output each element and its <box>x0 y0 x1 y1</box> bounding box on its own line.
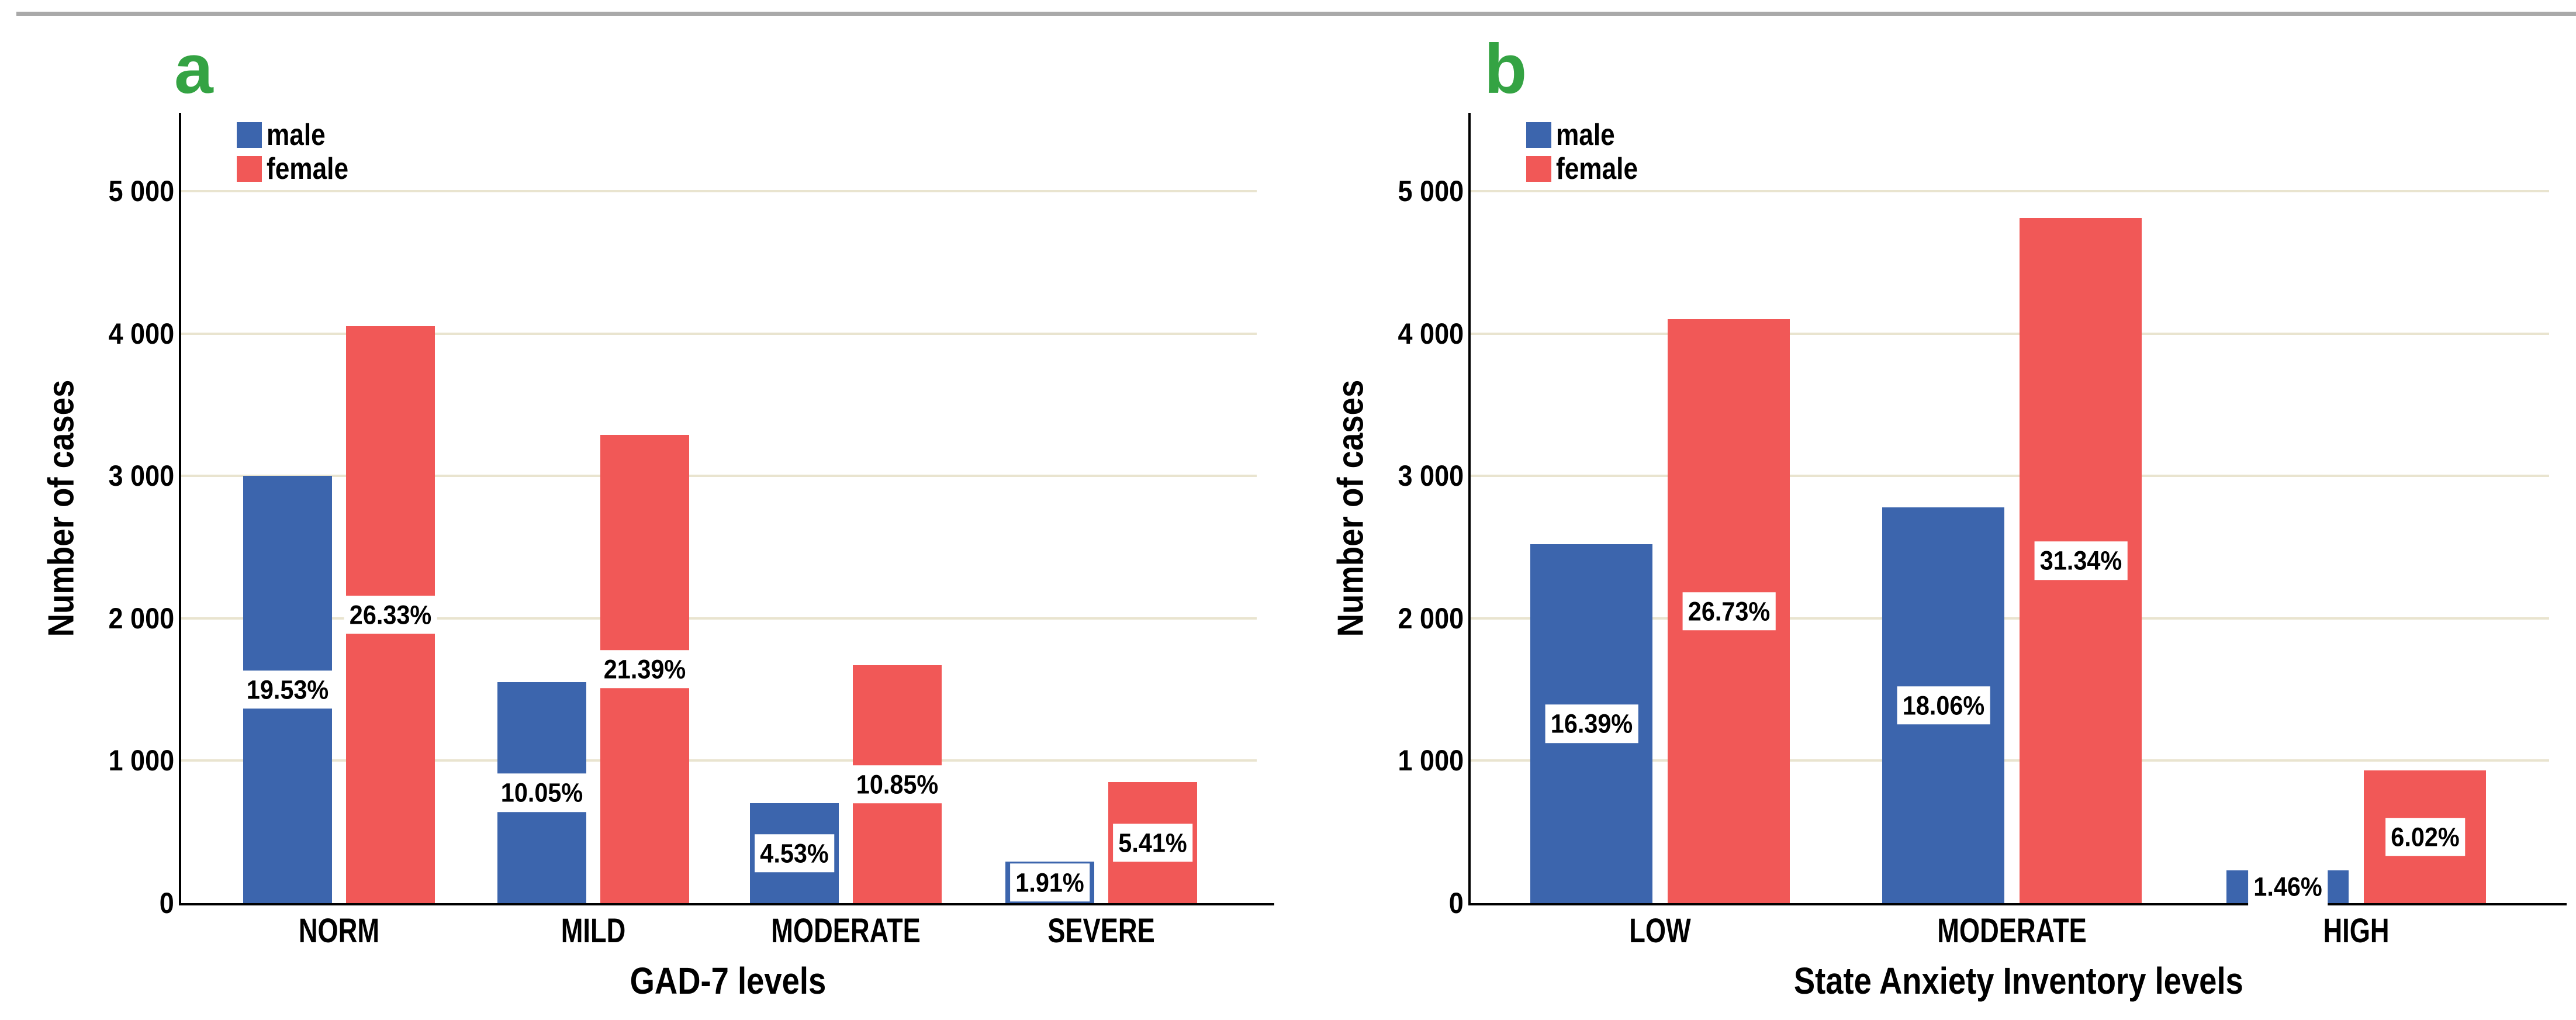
gridline-5000 <box>1471 190 2549 192</box>
gridline-4000 <box>181 333 1257 335</box>
y-tick-label-5000: 5 000 <box>1398 175 1464 208</box>
y-tick-label-0: 0 <box>1448 887 1464 919</box>
legend-item-female: female <box>1526 154 1652 184</box>
legend-swatch-female <box>237 156 262 182</box>
bar-male-low: 16.39% <box>1530 544 1652 903</box>
bar-group-mild: 10.05% 21.39% <box>495 435 691 903</box>
percent-label-female-high: 6.02% <box>2385 817 2465 856</box>
bar-female-severe: 5.41% <box>1108 782 1197 903</box>
percent-label-male-high: 1.46% <box>2247 867 2328 906</box>
bar-group-moderate: 18.06% 31.34% <box>1882 218 2142 903</box>
legend-item-female: female <box>237 154 363 184</box>
x-axis-title: State Anxiety Inventory levels <box>1794 960 2243 1002</box>
y-tick-label-3000: 3 000 <box>1398 459 1464 492</box>
gridline-3000 <box>1471 475 2549 477</box>
category-label-mild: MILD <box>561 912 626 950</box>
bar-female-moderate: 31.34% <box>2020 218 2142 903</box>
percent-label-male-norm: 19.53% <box>241 670 334 709</box>
bar-female-high: 6.02% <box>2364 770 2486 903</box>
bar-group-severe: 1.91% 5.41% <box>1005 782 1197 903</box>
y-tick-label-2000: 2 000 <box>1398 602 1464 635</box>
legend-label-female: female <box>1556 152 1638 186</box>
y-tick-label-2000: 2 000 <box>108 602 174 635</box>
percent-label-male-severe: 1.91% <box>1010 863 1090 902</box>
y-tick-label-5000: 5 000 <box>108 175 174 208</box>
bar-male-moderate: 4.53% <box>750 803 839 903</box>
bar-male-moderate: 18.06% <box>1882 507 2004 903</box>
y-tick-label-1000: 1 000 <box>108 744 174 777</box>
gridline-3000 <box>181 475 1257 477</box>
category-label-moderate: MODERATE <box>771 912 921 950</box>
gridline-2000 <box>181 617 1257 620</box>
panel-letter-b: b <box>1484 30 1527 108</box>
bar-group-norm: 19.53% 26.33% <box>241 326 437 903</box>
bar-female-moderate: 10.85% <box>850 665 944 903</box>
legend-label-male: male <box>1556 118 1615 152</box>
x-axis-title: GAD-7 levels <box>630 960 826 1002</box>
y-axis-line <box>1468 113 1471 905</box>
plot-area-a: 0 1 000 2 000 3 000 4 000 5 000 male female 19.5… <box>108 113 1274 1002</box>
bar-group-moderate: 4.53% 10.85% <box>750 665 944 903</box>
top-divider-line <box>16 12 2576 16</box>
bar-female-low: 26.73% <box>1668 319 1790 903</box>
gridline-5000 <box>181 190 1257 192</box>
bar-male-norm: 19.53% <box>241 476 334 903</box>
category-label-low: LOW <box>1629 912 1691 950</box>
percent-label-male-moderate: 4.53% <box>755 834 834 873</box>
legend-swatch-male <box>1526 122 1551 148</box>
x-axis-line <box>179 903 1274 905</box>
percent-label-female-low: 26.73% <box>1682 592 1775 631</box>
bar-female-mild: 21.39% <box>598 435 691 903</box>
percent-label-female-norm: 26.33% <box>344 595 437 634</box>
legend-label-female: female <box>267 152 349 186</box>
panel-b: b Number of cases 0 1 000 2 000 3 000 4 000 5 0… <box>1289 0 2576 1020</box>
y-tick-label-1000: 1 000 <box>1398 744 1464 777</box>
gridline-2000 <box>1471 617 2549 620</box>
percent-label-male-low: 16.39% <box>1545 704 1638 743</box>
y-axis-line <box>179 113 181 905</box>
bar-male-high: 1.46% <box>2226 867 2349 906</box>
category-label-high: HIGH <box>2323 912 2390 950</box>
legend: male female <box>237 120 363 184</box>
y-tick-label-3000: 3 000 <box>108 459 174 492</box>
y-tick-label-0: 0 <box>159 887 174 919</box>
legend-item-male: male <box>1526 120 1652 150</box>
bar-male-mild: 10.05% <box>495 682 589 903</box>
panel-a: a Number of cases 0 1 000 2 000 3 000 4 000 5 0… <box>35 30 1274 1002</box>
category-label-severe: SEVERE <box>1047 912 1155 950</box>
category-label-norm: NORM <box>298 912 380 950</box>
y-tick-label-4000: 4 000 <box>1398 317 1464 350</box>
legend: male female <box>1526 120 1652 184</box>
x-axis-line <box>1468 903 2567 905</box>
legend-item-male: male <box>237 120 363 150</box>
y-axis-title-wrap: Number of cases <box>35 113 88 903</box>
percent-label-female-moderate: 31.34% <box>2034 541 2127 580</box>
y-axis-title-wrap: Number of cases <box>1325 113 1377 903</box>
x-axis-title-wrap: GAD-7 levels <box>181 959 1274 1002</box>
percent-label-female-mild: 21.39% <box>598 649 691 689</box>
x-axis-title-wrap: State Anxiety Inventory levels <box>1471 959 2567 1002</box>
percent-label-male-moderate: 18.06% <box>1897 686 1990 725</box>
percent-label-female-severe: 5.41% <box>1113 823 1192 862</box>
bar-male-severe: 1.91% <box>1005 862 1094 903</box>
percent-label-male-mild: 10.05% <box>495 773 589 812</box>
y-axis-title: Number of cases <box>41 379 82 637</box>
legend-swatch-male <box>237 122 262 148</box>
percent-label-female-moderate: 10.85% <box>850 765 944 804</box>
legend-label-male: male <box>267 118 326 152</box>
gridline-1000 <box>181 759 1257 762</box>
gridline-1000 <box>1471 759 2549 762</box>
bar-group-low: 16.39% 26.73% <box>1530 319 1790 903</box>
bar-female-norm: 26.33% <box>344 326 437 903</box>
category-label-moderate: MODERATE <box>1937 912 2087 950</box>
legend-swatch-female <box>1526 156 1551 182</box>
gridline-4000 <box>1471 333 2549 335</box>
panel-letter-a: a <box>174 30 213 108</box>
y-tick-label-4000: 4 000 <box>108 317 174 350</box>
y-axis-title: Number of cases <box>1330 379 1371 637</box>
bar-group-high: 1.46% 6.02% <box>2226 770 2486 906</box>
plot-area-b: 0 1 000 2 000 3 000 4 000 5 000 male female 16.3… <box>1398 113 2567 1002</box>
